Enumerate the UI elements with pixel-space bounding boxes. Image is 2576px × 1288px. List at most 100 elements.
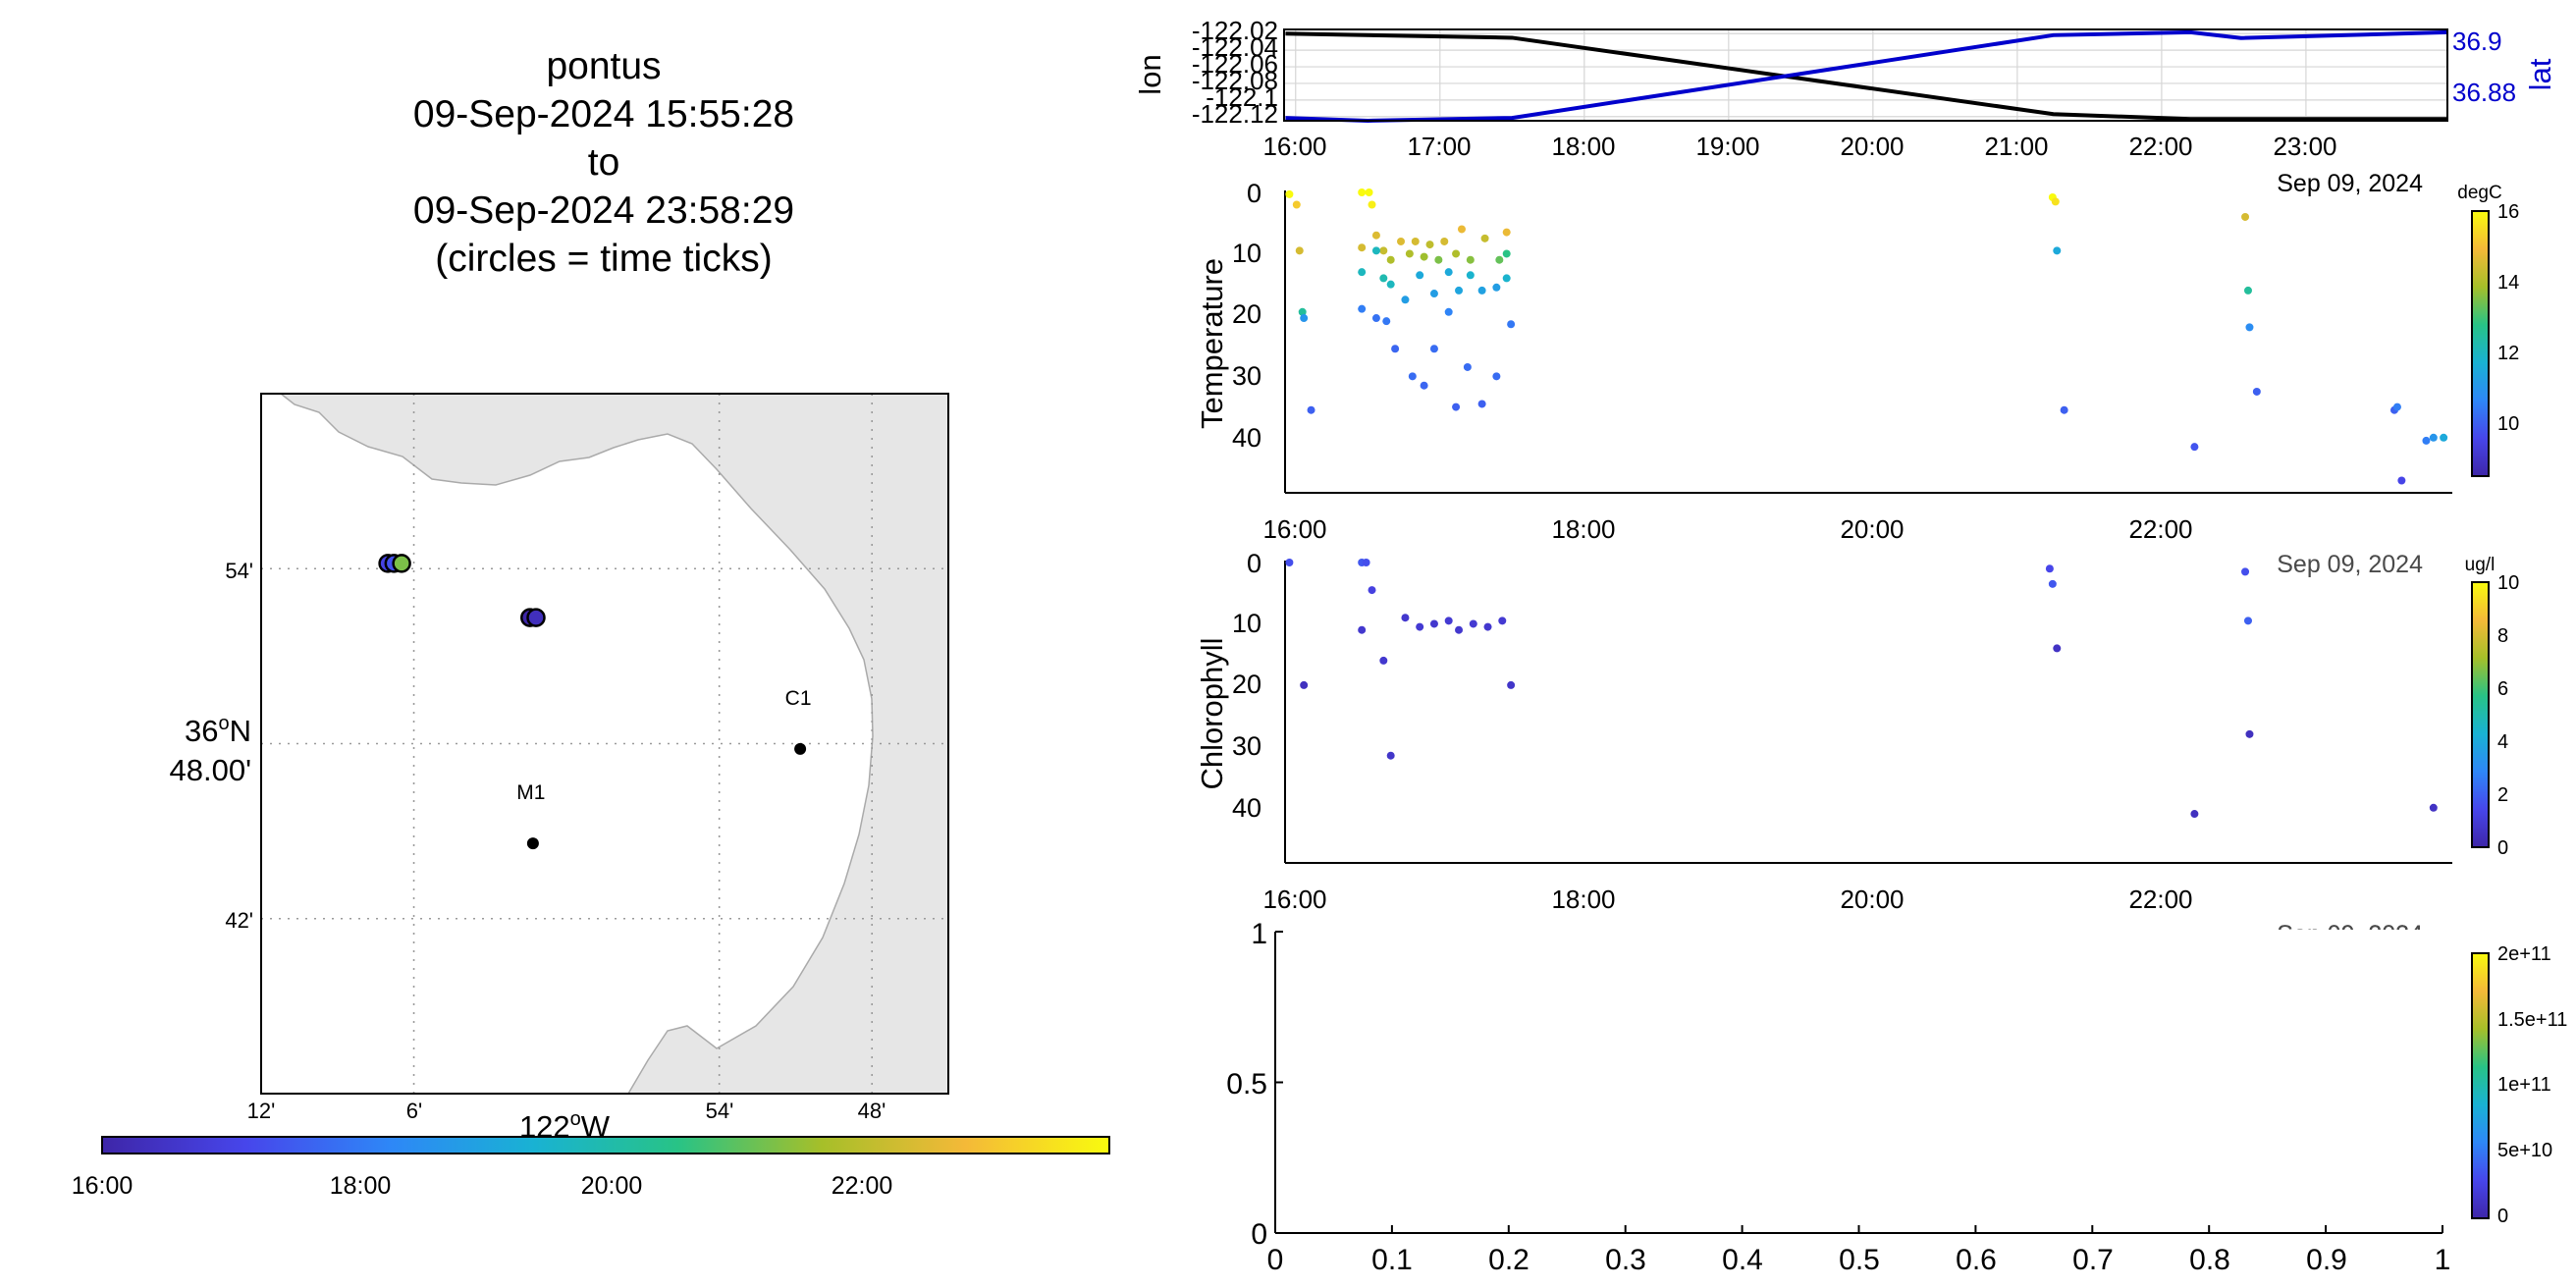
temperature-point — [1408, 372, 1417, 381]
map-station-marker — [526, 837, 539, 850]
chlorophyll-point — [1507, 680, 1516, 689]
temperature-point — [2241, 212, 2250, 221]
lonlat-panel: -122.02 -122.04 -122.06 -122.08 -122.1 -… — [1133, 16, 2557, 197]
lon-axis-label: lon — [1133, 54, 1167, 94]
temperature-x-tick-label: 22:00 — [2128, 514, 2192, 544]
temperature-colorbar-tick-label: 14 — [2497, 272, 2519, 294]
chlorophyll-x-tick-labels: 16:00 18:00 20:00 22:00 — [1262, 885, 2192, 914]
lat-axis-label: lat — [2523, 58, 2557, 90]
chlorophyll-colorbar-ticks: 10 8 6 4 2 0 — [2497, 572, 2519, 859]
chlorophyll-x-tick-label: 16:00 — [1262, 885, 1326, 914]
empty-colorbar — [2471, 952, 2490, 1219]
temperature-y-tick-label: 10 — [1232, 239, 1261, 268]
lat-tick-label: 36.9 — [2452, 27, 2502, 56]
chlorophyll-x-tick-label: 20:00 — [1840, 885, 1904, 914]
temperature-point — [1371, 246, 1380, 255]
map-station-label: C1 — [785, 687, 812, 710]
lonlat-grid — [1284, 29, 2447, 121]
chlorophyll-x-tick-label: 22:00 — [2128, 885, 2192, 914]
map-time-colorbar — [101, 1136, 1110, 1154]
temperature-y-tick-label: 40 — [1232, 423, 1261, 453]
lonlat-x-tick-label: 22:00 — [2128, 132, 2192, 161]
chlorophyll-point — [1386, 751, 1395, 760]
temperature-point — [1466, 271, 1475, 280]
temperature-point — [1444, 268, 1453, 277]
chlorophyll-point — [1429, 619, 1438, 628]
chlorophyll-y-axis-label: Chlorophyll — [1195, 637, 1229, 789]
map-colorbar-tick-label: 20:00 — [581, 1172, 643, 1200]
empty-x-tick-label: 0.8 — [2189, 1244, 2230, 1276]
lon-tick-label: -122.08 — [1192, 66, 1278, 95]
lon-tick-label: -122.02 — [1192, 16, 1278, 45]
temperature-date-label: Sep 09, 2024 — [2277, 551, 2423, 578]
chlorophyll-point — [1498, 617, 1507, 625]
temperature-point — [1300, 314, 1309, 323]
chlorophyll-colorbar-tick-label: 2 — [2497, 784, 2508, 806]
chlorophyll-point — [1401, 614, 1410, 622]
temperature-point — [1444, 307, 1453, 316]
chlorophyll-point — [2245, 729, 2254, 738]
chlorophyll-point — [2048, 579, 2057, 588]
map-x-tick-label: 48' — [858, 1099, 886, 1123]
temperature-point — [1365, 188, 1373, 196]
chlorophyll-point — [1285, 559, 1294, 566]
chlorophyll-x-tick-label: 18:00 — [1551, 885, 1615, 914]
temperature-colorbar-tick-label: 16 — [2497, 201, 2519, 223]
chlorophyll-colorbar-tick-label: 4 — [2497, 731, 2508, 753]
temperature-point — [1466, 255, 1475, 264]
empty-x-tick-label: 0 — [1267, 1244, 1284, 1276]
empty-x-tick-label: 0.2 — [1488, 1244, 1530, 1276]
temperature-point — [1358, 243, 1367, 252]
temperature-point — [2397, 476, 2406, 485]
empty-x-tick-label: 0.1 — [1371, 1244, 1413, 1276]
map-frame — [260, 393, 949, 1095]
chlorophyll-point — [2053, 644, 2062, 653]
temperature-point — [1502, 274, 1511, 283]
temperature-point — [1457, 225, 1466, 234]
temperature-x-tick-label: 16:00 — [1262, 514, 1326, 544]
temperature-y-tick-label: 30 — [1232, 361, 1261, 391]
temperature-y-axis-label: Temperature — [1195, 258, 1229, 429]
lonlat-x-tick-labels: 16:00 17:00 18:00 19:00 20:00 21:00 22:0… — [1262, 132, 2336, 161]
lon-tick-label: -122.06 — [1192, 49, 1278, 79]
temperature-point — [1452, 249, 1461, 258]
temperature-colorbar-label: degC — [2457, 183, 2501, 203]
temperature-points — [1285, 188, 2448, 485]
title-line-3: to — [588, 141, 620, 184]
chlorophyll-point — [1379, 656, 1388, 665]
temperature-point — [1358, 304, 1367, 313]
lon-tick-label: -122.1 — [1206, 82, 1278, 112]
map-x-tick-labels: 12' 6' 54' 48' — [247, 1099, 886, 1123]
temperature-point — [1386, 280, 1395, 289]
title-line-1: pontus — [546, 45, 661, 87]
empty-x-tick-label: 1 — [2435, 1244, 2451, 1276]
chlorophyll-y-tick-label: 30 — [1232, 731, 1261, 761]
temperature-point — [1386, 255, 1395, 264]
temperature-point — [1379, 274, 1388, 283]
temperature-x-tick-label: 20:00 — [1840, 514, 1904, 544]
map-y-axis-label-line2: 48.00' — [170, 753, 252, 787]
temperature-y-tick-labels: 0 10 20 30 40 — [1232, 179, 1261, 453]
lonlat-date-label: Sep 09, 2024 — [2277, 170, 2423, 197]
lonlat-x-tick-label: 21:00 — [1984, 132, 2048, 161]
temperature-point — [1429, 290, 1438, 298]
lonlat-x-tick-label: 19:00 — [1695, 132, 1759, 161]
temperature-point — [1495, 255, 1504, 264]
temperature-point — [1434, 255, 1443, 264]
map-colorbar-tick-label: 22:00 — [832, 1172, 893, 1200]
chlorophyll-y-tick-label: 20 — [1232, 670, 1261, 699]
map-stations: C1 M1 — [516, 687, 812, 850]
temperature-point — [1416, 271, 1424, 280]
lon-tick-label: -122.04 — [1192, 32, 1278, 62]
lat-tick-label: 36.88 — [2452, 78, 2516, 107]
chlorophyll-point — [1358, 625, 1367, 634]
temperature-point — [1397, 237, 1406, 245]
temperature-point — [2053, 246, 2062, 255]
chlorophyll-point — [2429, 803, 2438, 812]
empty-y-tick-labels: 1 0.5 0 — [1226, 918, 1267, 1251]
temperature-point — [1379, 246, 1388, 255]
lon-series-line — [1285, 31, 2447, 122]
lonlat-x-tick-label: 20:00 — [1840, 132, 1904, 161]
map-colorbar-tick-label: 16:00 — [72, 1172, 134, 1200]
